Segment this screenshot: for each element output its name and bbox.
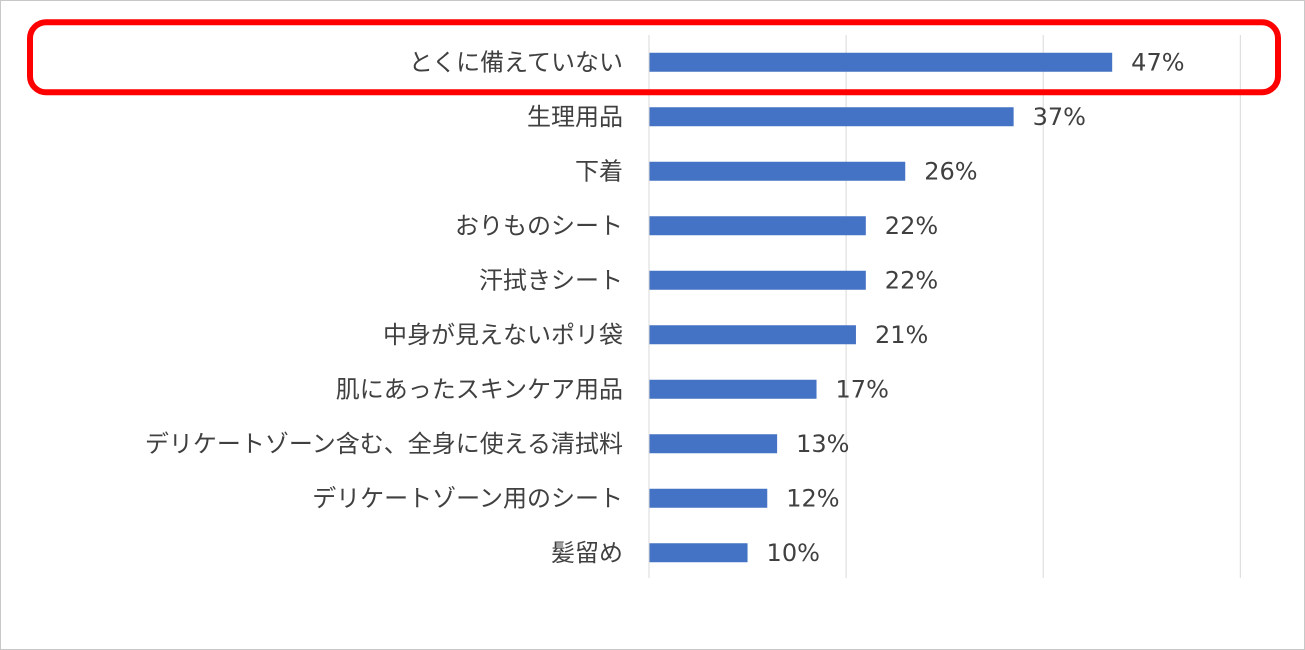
value-label-9: 10% — [767, 539, 820, 567]
value-label-0: 47% — [1131, 48, 1184, 76]
category-label-5: 中身が見えないポリ袋 — [383, 321, 623, 349]
category-labels: とくに備えていない生理用品下着おりものシート汗拭きシート中身が見えないポリ袋肌に… — [145, 48, 623, 567]
bar-8 — [649, 488, 768, 508]
bar-4 — [649, 270, 866, 290]
bar-6 — [649, 379, 817, 399]
category-label-4: 汗拭きシート — [479, 266, 623, 294]
bar-7 — [649, 434, 778, 454]
category-label-3: おりものシート — [455, 212, 623, 240]
value-label-7: 13% — [796, 430, 849, 458]
value-label-1: 37% — [1033, 103, 1086, 131]
category-label-1: 生理用品 — [527, 103, 623, 131]
value-label-4: 22% — [885, 266, 938, 294]
category-label-9: 髪留め — [551, 539, 623, 567]
bars — [649, 52, 1113, 563]
bar-0 — [649, 52, 1113, 72]
bar-1 — [649, 107, 1014, 127]
value-label-6: 17% — [836, 375, 889, 403]
category-label-8: デリケートゾーン用のシート — [312, 484, 623, 512]
value-label-5: 21% — [875, 321, 928, 349]
highlight-box — [27, 19, 1281, 96]
bar-9 — [649, 543, 748, 563]
value-label-8: 12% — [786, 484, 839, 512]
category-label-6: 肌にあったスキンケア用品 — [336, 375, 623, 403]
value-label-3: 22% — [885, 212, 938, 240]
category-label-0: とくに備えていない — [409, 48, 623, 76]
bar-2 — [649, 161, 906, 181]
category-label-7: デリケートゾーン含む、全身に使える清拭料 — [145, 430, 623, 458]
category-label-2: 下着 — [575, 157, 623, 185]
bar-3 — [649, 216, 866, 236]
value-label-2: 26% — [924, 157, 977, 185]
bar-5 — [649, 325, 856, 345]
value-labels: 47% 37% 26% 22% 22% 21% 17% 13% 12% 10% — [767, 48, 1185, 567]
